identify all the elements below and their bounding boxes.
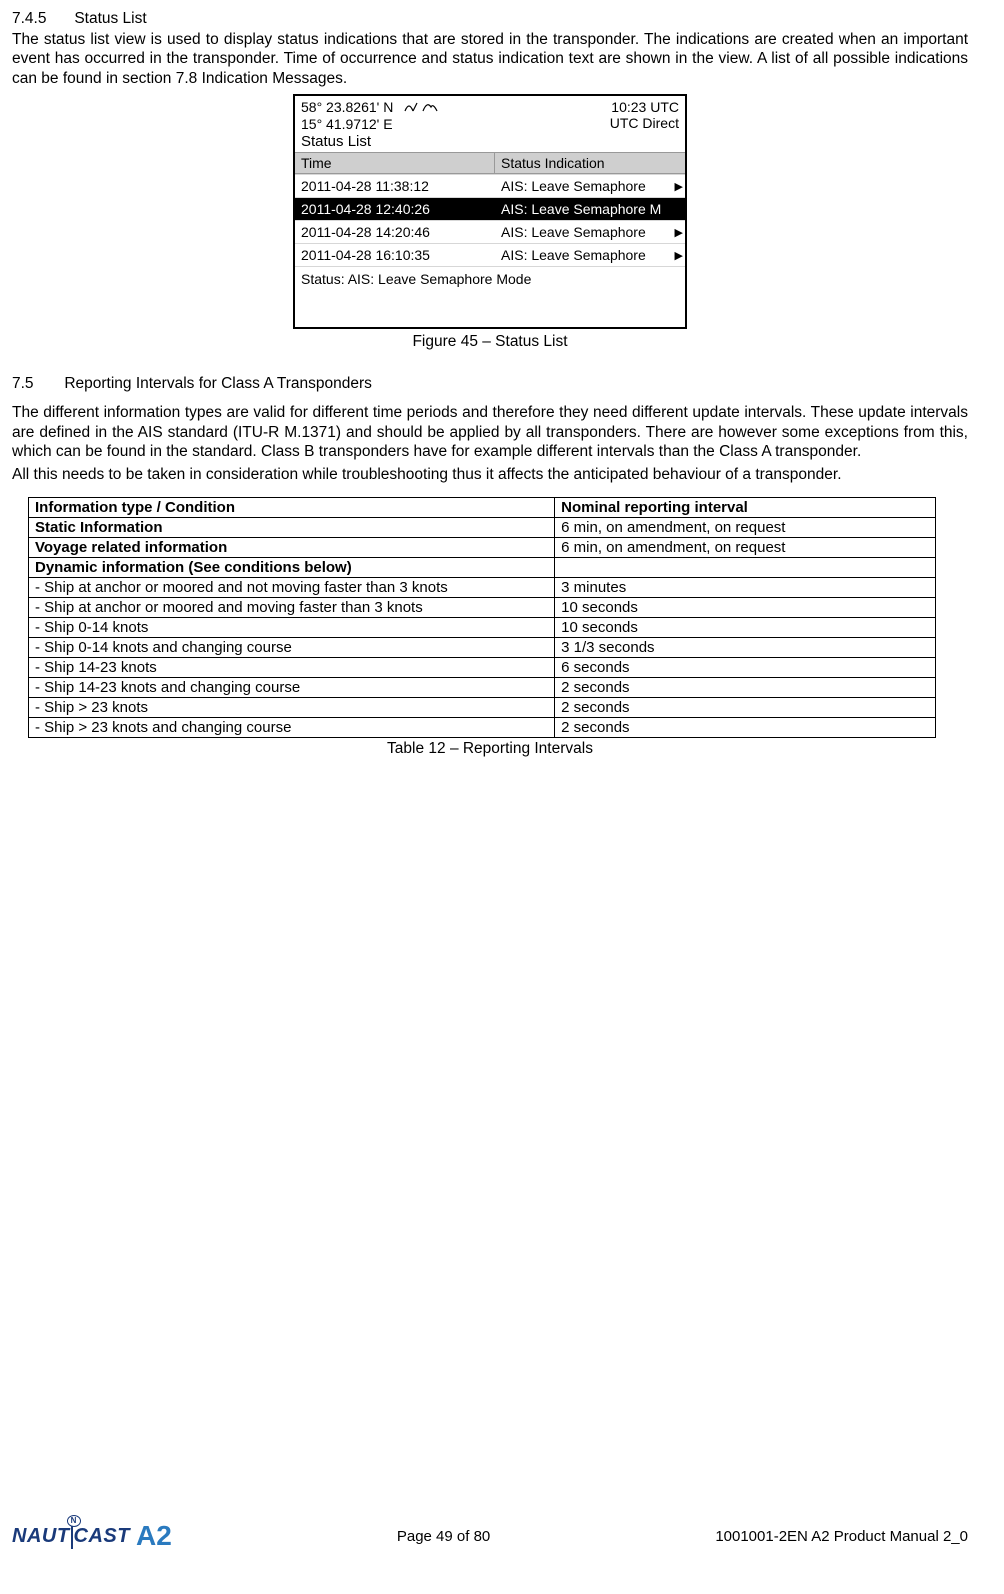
ds-row-status: AIS: Leave Semaphore▶ [495, 175, 685, 197]
table-cell: 6 min, on amendment, on request [555, 517, 936, 537]
ds-row-status: AIS: Leave Semaphore▶ [495, 221, 685, 243]
table-cell: - Ship > 23 knots [29, 697, 555, 717]
table-row: Static Information6 min, on amendment, o… [29, 517, 936, 537]
table-cell: Dynamic information (See conditions belo… [29, 557, 555, 577]
table-12-caption: Table 12 – Reporting Intervals [12, 740, 968, 758]
ds-timesrc: UTC Direct [610, 115, 679, 131]
ds-row[interactable]: 2011-04-28 16:10:35AIS: Leave Semaphore▶ [295, 244, 685, 267]
ds-row-time: 2011-04-28 12:40:26 [295, 198, 495, 220]
ds-col-time: Time [295, 153, 495, 173]
table-cell: Voyage related information [29, 537, 555, 557]
table-cell: - Ship 14-23 knots [29, 657, 555, 677]
ds-row[interactable]: 2011-04-28 11:38:12AIS: Leave Semaphore▶ [295, 174, 685, 198]
table-header-cell: Information type / Condition [29, 497, 555, 517]
table-cell: 3 minutes [555, 577, 936, 597]
logo-naut: NAUT [12, 1525, 70, 1548]
table-row: - Ship 0-14 knots10 seconds [29, 617, 936, 637]
table-cell: 6 seconds [555, 657, 936, 677]
ds-time: 10:23 UTC [611, 99, 679, 115]
table-row: Information type / ConditionNominal repo… [29, 497, 936, 517]
heading-75: 7.5 Reporting Intervals for Class A Tran… [12, 375, 968, 393]
table-cell: - Ship 0-14 knots [29, 617, 555, 637]
ds-row[interactable]: 2011-04-28 14:20:46AIS: Leave Semaphore▶ [295, 221, 685, 244]
table-cell: 2 seconds [555, 717, 936, 737]
table-cell: 10 seconds [555, 617, 936, 637]
table-cell: - Ship at anchor or moored and moving fa… [29, 597, 555, 617]
heading-75-number: 7.5 [12, 375, 60, 393]
ds-row[interactable]: 2011-04-28 12:40:26AIS: Leave Semaphore … [295, 198, 685, 221]
table-cell: 3 1/3 seconds [555, 637, 936, 657]
ds-col-status: Status Indication [495, 153, 685, 173]
ds-title: Status List [295, 133, 685, 152]
reporting-intervals-table: Information type / ConditionNominal repo… [28, 497, 936, 738]
para-745: The status list view is used to display … [12, 30, 968, 88]
ds-row-time: 2011-04-28 11:38:12 [295, 175, 495, 197]
table-row: - Ship > 23 knots and changing course2 s… [29, 717, 936, 737]
table-row: - Ship at anchor or moored and not movin… [29, 577, 936, 597]
logo-cast: CAST [74, 1525, 130, 1548]
table-cell: - Ship > 23 knots and changing course [29, 717, 555, 737]
ds-header: Time Status Indication [295, 152, 685, 174]
heading-75-title: Reporting Intervals for Class A Transpon… [64, 375, 372, 392]
table-cell: 2 seconds [555, 697, 936, 717]
footer-page: Page 49 of 80 [397, 1528, 490, 1545]
table-cell: 2 seconds [555, 677, 936, 697]
table-row: Voyage related information6 min, on amen… [29, 537, 936, 557]
ds-status-line: Status: AIS: Leave Semaphore Mode [295, 267, 685, 327]
table-body: Information type / ConditionNominal repo… [29, 497, 936, 737]
chevron-right-icon: ▶ [675, 180, 683, 193]
table-row: Dynamic information (See conditions belo… [29, 557, 936, 577]
heading-745: 7.4.5 Status List [12, 10, 968, 28]
table-row: - Ship 0-14 knots and changing course3 1… [29, 637, 936, 657]
page-footer: NAUT N CAST A2 Page 49 of 80 1001001-2EN… [12, 1520, 968, 1552]
chevron-right-icon: ▶ [675, 249, 683, 262]
table-cell: - Ship at anchor or moored and not movin… [29, 577, 555, 597]
ds-lat: 58° 23.8261' N [301, 99, 393, 115]
table-cell: - Ship 0-14 knots and changing course [29, 637, 555, 657]
table-cell [555, 557, 936, 577]
table-cell: 10 seconds [555, 597, 936, 617]
logo-a2: A2 [136, 1520, 172, 1552]
table-row: - Ship at anchor or moored and moving fa… [29, 597, 936, 617]
ds-row-status: AIS: Leave Semaphore M [495, 198, 685, 220]
table-row: - Ship 14-23 knots and changing course2 … [29, 677, 936, 697]
ds-row-time: 2011-04-28 14:20:46 [295, 221, 495, 243]
heading-745-title: Status List [74, 10, 146, 27]
table-header-cell: Nominal reporting interval [555, 497, 936, 517]
ds-lon: 15° 41.9712' E [301, 116, 393, 132]
logo: NAUT N CAST A2 [12, 1520, 172, 1552]
table-cell: Static Information [29, 517, 555, 537]
device-screen: 58° 23.8261' N 15° 41.9712' E 10:23 UTC … [293, 94, 687, 329]
ds-icons [403, 99, 439, 116]
footer-docid: 1001001-2EN A2 Product Manual 2_0 [715, 1528, 968, 1545]
table-row: - Ship > 23 knots2 seconds [29, 697, 936, 717]
chevron-right-icon: ▶ [675, 226, 683, 239]
heading-745-number: 7.4.5 [12, 10, 70, 28]
logo-divider-icon: N [71, 1523, 73, 1549]
ds-row-time: 2011-04-28 16:10:35 [295, 244, 495, 266]
para-75-1: The different information types are vali… [12, 403, 968, 461]
ds-row-status: AIS: Leave Semaphore▶ [495, 244, 685, 266]
para-75-2: All this needs to be taken in considerat… [12, 465, 968, 484]
figure-45-caption: Figure 45 – Status List [12, 333, 968, 351]
table-cell: 6 min, on amendment, on request [555, 537, 936, 557]
table-row: - Ship 14-23 knots6 seconds [29, 657, 936, 677]
ds-rows: 2011-04-28 11:38:12AIS: Leave Semaphore▶… [295, 174, 685, 267]
table-cell: - Ship 14-23 knots and changing course [29, 677, 555, 697]
